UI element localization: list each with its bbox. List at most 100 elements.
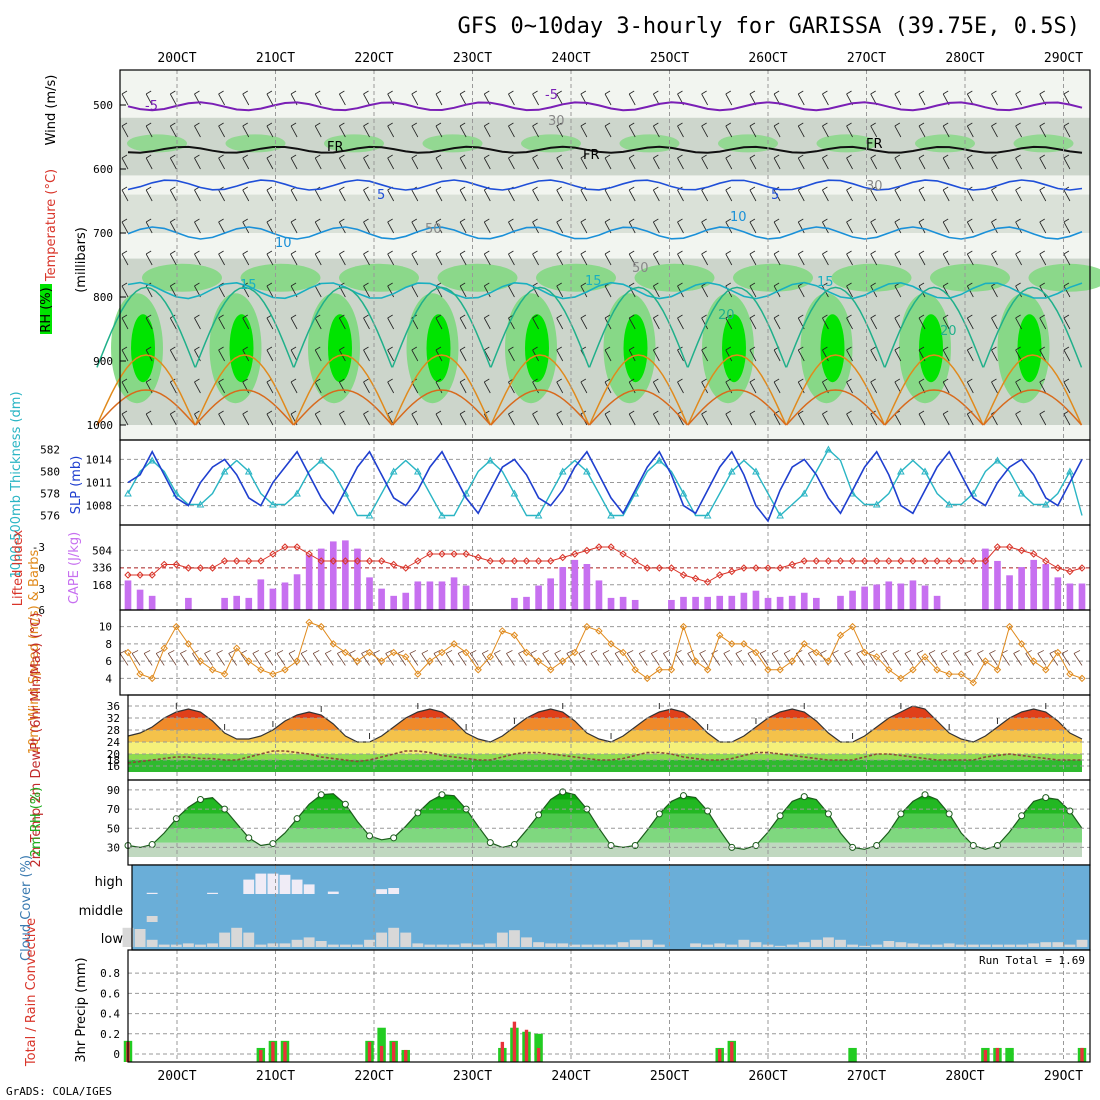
li-tick: -3 <box>32 541 45 554</box>
wind-barb <box>701 253 708 266</box>
wind-barb-10m <box>675 653 684 666</box>
wind-barb <box>121 157 129 170</box>
rh-moist-area <box>733 263 813 292</box>
wind-speed-point <box>740 640 748 648</box>
date-label-bottom: 27OCT <box>847 1069 886 1084</box>
wind-barb-flag <box>242 218 248 223</box>
wind-barb <box>266 93 274 106</box>
wind-speed-point <box>679 622 688 631</box>
wind-barb <box>169 253 177 266</box>
wind-barb <box>725 125 733 138</box>
lifted-index-point <box>208 564 217 572</box>
wind-barb <box>1015 189 1022 202</box>
wind-barb-flag <box>266 410 273 415</box>
cape-bar <box>885 581 893 610</box>
rh-moist-area <box>240 263 321 292</box>
wind-barb-flag <box>556 346 562 351</box>
lifted-index-point <box>124 571 132 579</box>
wind-barb <box>314 125 322 138</box>
wind-barb-flag <box>967 282 973 287</box>
cloud-bar-high <box>376 889 388 894</box>
wind-barb-10m-flag <box>131 650 139 654</box>
wind-barb <box>411 125 419 138</box>
wind-barb <box>652 285 660 298</box>
date-label-bottom: 21OCT <box>256 1069 295 1084</box>
wind-barb <box>846 221 853 234</box>
wind-barb <box>628 317 636 330</box>
wind-barb-flag <box>556 282 562 287</box>
wind-barb <box>604 189 612 202</box>
wind-barb-flag <box>459 250 466 255</box>
wind-barb-flag <box>701 314 707 319</box>
wind-barb <box>894 157 902 170</box>
wind-barb-10m <box>795 653 805 666</box>
wind-barb-flag <box>725 250 732 255</box>
wind-barb-flag <box>894 346 901 351</box>
lifted-index-point <box>136 571 144 579</box>
wind-barb <box>242 253 250 266</box>
wind-barb <box>580 381 588 394</box>
wind-barb-flag <box>580 314 587 319</box>
cloud-bar-low <box>219 932 231 947</box>
wind-barb <box>242 157 250 170</box>
temp-2m-axis-label: 2m Temp 2m DewPt (6hr Min/Max) (°C) <box>29 613 44 868</box>
wind-barb <box>846 285 853 298</box>
wind-barb-flag <box>435 410 442 415</box>
wind-barb <box>314 317 322 330</box>
wind-barb-10m <box>868 653 878 666</box>
wind-barb-flag <box>580 122 587 127</box>
thickness-point <box>438 511 446 519</box>
wind-barb-10m <box>602 653 612 666</box>
precip-tick: 0.6 <box>100 987 120 1000</box>
wind-barb <box>483 157 491 170</box>
wind-barb <box>966 381 974 394</box>
cape-bar <box>148 595 156 610</box>
rh-point <box>245 834 253 842</box>
cape-bar <box>716 595 724 610</box>
isotherm-20 <box>96 286 196 368</box>
wind-barb-flag <box>435 90 442 95</box>
isotherm-20 <box>687 286 787 368</box>
wind-barb-flag <box>846 314 852 319</box>
cape-bar <box>788 595 796 610</box>
cloud-bar-low <box>195 944 206 947</box>
wind-barb <box>1063 285 1071 298</box>
wind-barb <box>290 221 298 234</box>
wind-barb-flag <box>822 378 828 383</box>
wind-barb-flag <box>701 218 707 223</box>
wind-barb <box>363 381 370 394</box>
wind-barb-flag <box>773 378 780 383</box>
wind-barb-flag <box>870 346 876 351</box>
cloud-bar-middle <box>146 916 158 922</box>
precip-convective-bar <box>404 1049 408 1062</box>
rh-point <box>535 811 543 819</box>
wind-barb-flag <box>749 90 756 95</box>
wind-barb-flag <box>459 218 466 223</box>
wind-barb <box>363 189 370 202</box>
rh-color-band <box>128 813 1082 829</box>
wind-barb-flag <box>918 314 925 319</box>
cloud-bar-high <box>327 891 339 894</box>
wind-barb <box>363 157 370 170</box>
wind-barb-flag <box>773 154 780 159</box>
cloud-level-label: low <box>101 932 124 947</box>
wind-barb-flag <box>870 218 876 223</box>
wind-barb-flag <box>580 154 587 159</box>
date-label-top: 29OCT <box>1044 51 1083 66</box>
wind-barb-10m-flag <box>916 650 924 654</box>
lifted-index-point <box>377 557 386 565</box>
contour-label: 10 <box>275 236 292 251</box>
wind-barb-flag <box>749 218 756 223</box>
wind-barb-flag <box>145 154 152 159</box>
wind-barb <box>580 317 588 330</box>
wind-barb <box>749 317 757 330</box>
wind-barb-flag <box>435 186 442 191</box>
wind-barb-flag <box>653 90 659 95</box>
wind-tick: 10 <box>99 621 112 634</box>
cape-bar <box>559 567 567 610</box>
contour-label: 50 <box>425 222 442 237</box>
wind-barb-flag <box>218 122 224 127</box>
wind-barb-10m-flag <box>156 650 163 654</box>
wind-speed-point <box>414 670 422 678</box>
wind-barb <box>266 221 274 234</box>
